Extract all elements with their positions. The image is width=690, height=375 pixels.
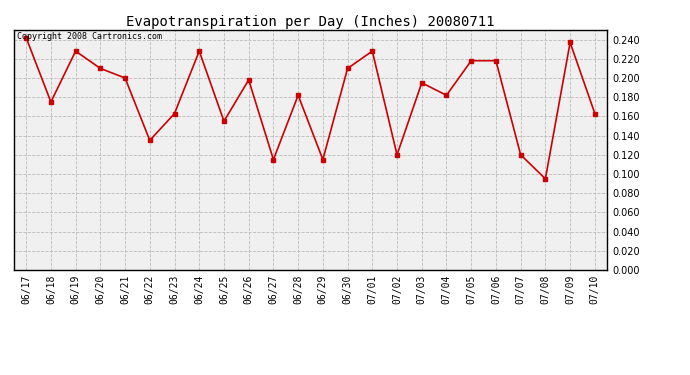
Title: Evapotranspiration per Day (Inches) 20080711: Evapotranspiration per Day (Inches) 2008… — [126, 15, 495, 29]
Text: Copyright 2008 Cartronics.com: Copyright 2008 Cartronics.com — [17, 32, 161, 41]
